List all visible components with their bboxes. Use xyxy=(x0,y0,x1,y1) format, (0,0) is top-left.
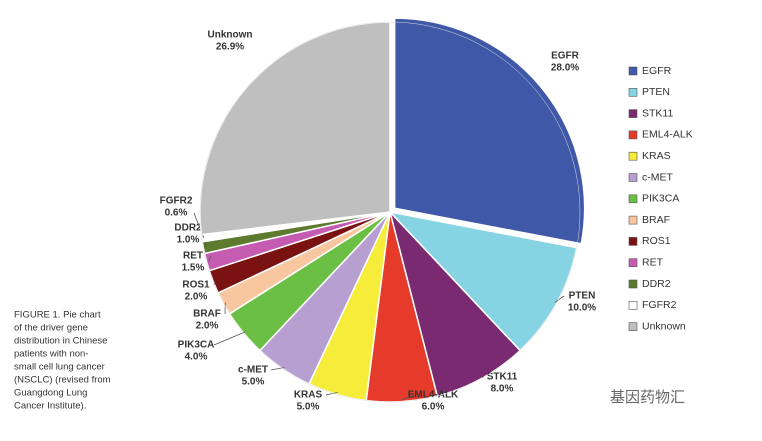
legend-label: EGFR xyxy=(642,65,672,77)
caption-line: small cell lung cancer xyxy=(14,362,105,373)
slice-label: PTEN xyxy=(569,291,596,302)
slice-value-label: 2.0% xyxy=(185,292,208,303)
slice-value-label: 28.0% xyxy=(551,63,579,74)
caption-line: patients with non- xyxy=(14,349,88,360)
legend-swatch xyxy=(628,258,638,268)
slice-value-label: 6.0% xyxy=(422,402,445,413)
leader-line xyxy=(208,255,212,262)
legend-label: FGFR2 xyxy=(642,299,677,311)
legend-label: BRAF xyxy=(642,214,670,226)
legend-swatch xyxy=(628,194,638,204)
legend-label: DDR2 xyxy=(642,278,671,290)
slice-label: RET xyxy=(183,251,203,262)
legend-label: KRAS xyxy=(642,150,671,162)
slice-value-label: 10.0% xyxy=(568,303,596,314)
legend-label: RET xyxy=(642,256,664,268)
caption-line: distribution in Chinese xyxy=(14,336,107,347)
legend-swatch xyxy=(628,151,638,161)
pie-slice xyxy=(393,17,586,245)
legend-label: c-MET xyxy=(642,171,673,183)
legend-swatch xyxy=(628,279,638,289)
slice-value-label: 26.9% xyxy=(216,42,244,53)
caption-line: of the driver gene xyxy=(14,323,88,334)
slice-label: FGFR2 xyxy=(160,196,193,207)
caption-line: (NSCLC) (revised from xyxy=(14,375,111,386)
legend-swatch xyxy=(628,109,638,118)
legend-label: STK11 xyxy=(642,107,673,119)
slice-label: PIK3CA xyxy=(178,340,215,351)
leader-line xyxy=(213,331,246,346)
slice-value-label: 1.5% xyxy=(182,263,205,274)
slice-value-label: 2.0% xyxy=(196,321,219,332)
legend-label: Unknown xyxy=(642,320,686,332)
legend-swatch xyxy=(628,322,638,331)
pie-outline xyxy=(199,21,581,403)
slice-label: KRAS xyxy=(294,390,323,401)
legend-swatch xyxy=(628,130,638,140)
leader-line xyxy=(325,392,338,396)
slice-value-label: 5.0% xyxy=(242,377,265,388)
leader-line xyxy=(554,295,565,303)
caption-line: Guangdong Lung xyxy=(14,388,87,399)
slice-value-label: 0.6% xyxy=(165,208,188,219)
slice-value-label: 8.0% xyxy=(491,384,514,395)
legend-swatch xyxy=(628,66,638,76)
slice-value-label: 4.0% xyxy=(185,352,208,363)
slice-label: Unknown xyxy=(208,30,253,41)
legend-label: ROS1 xyxy=(642,235,671,247)
legend-label: PIK3CA xyxy=(642,193,679,205)
legend-swatch xyxy=(628,300,638,310)
watermark: 基因药物汇 xyxy=(610,389,685,406)
slice-label: STK11 xyxy=(487,372,518,383)
slice-label: DDR2 xyxy=(174,223,202,234)
caption-line: Cancer Institute). xyxy=(14,401,86,412)
slice-value-label: 5.0% xyxy=(297,402,320,413)
slice-label: ROS1 xyxy=(182,280,210,291)
slice-label: EGFR xyxy=(551,51,580,62)
slice-label: c-MET xyxy=(238,365,268,376)
slice-label: BRAF xyxy=(193,309,221,320)
legend-label: PTEN xyxy=(642,86,670,98)
legend-swatch xyxy=(628,215,638,225)
legend-swatch xyxy=(628,88,638,97)
legend-swatch xyxy=(628,237,638,246)
legend-label: EML4-ALK xyxy=(642,129,693,141)
caption-line: FIGURE 1. Pie chart xyxy=(14,310,101,321)
slice-value-label: 1.0% xyxy=(177,235,200,246)
leader-line xyxy=(401,394,416,401)
legend-swatch xyxy=(628,173,638,182)
leader-line xyxy=(270,367,285,371)
slice-label: EML4-ALK xyxy=(408,390,459,401)
